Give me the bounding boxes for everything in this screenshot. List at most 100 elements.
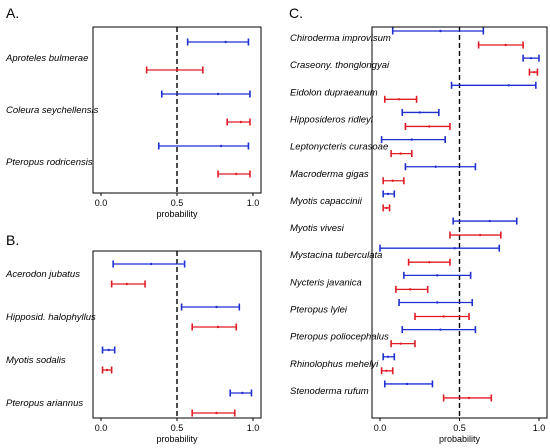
red-interval	[380, 367, 394, 375]
species-label: Pteropus poliocephalus	[290, 332, 389, 343]
species-label: Eidolon dupraeanum	[290, 87, 378, 98]
red-interval	[101, 366, 113, 374]
blue-interval	[452, 217, 518, 225]
blue-point-estimate	[439, 29, 442, 33]
red-point-estimate	[428, 125, 431, 128]
red-interval	[217, 170, 251, 178]
species-label: Mystacina tuberculata	[290, 250, 382, 261]
red-point-estimate	[385, 206, 388, 210]
blue-interval	[382, 353, 396, 361]
red-point-estimate	[216, 325, 220, 329]
x-tick-label: 0.0	[95, 423, 108, 433]
blue-interval	[404, 163, 477, 171]
red-interval	[442, 394, 493, 402]
blue-point-estimate	[241, 391, 244, 395]
blue-point-estimate	[216, 92, 220, 96]
species-label: Myotis sodalis	[6, 355, 66, 366]
red-interval	[395, 285, 429, 293]
species-label: Myotis vivesi	[290, 223, 345, 234]
x-axis-label: probability	[156, 209, 198, 219]
red-point-estimate	[467, 396, 471, 400]
blue-point-estimate	[529, 56, 533, 60]
blue-interval	[450, 81, 537, 89]
panel-label-b: B.	[6, 232, 19, 248]
red-point-estimate	[105, 368, 109, 372]
red-interval	[407, 258, 451, 266]
species-label: Nycteris javanica	[290, 277, 362, 288]
species-label: Pteropus rodricensis	[6, 157, 93, 168]
blue-point-estimate	[436, 301, 439, 304]
red-interval	[390, 150, 413, 158]
red-interval	[528, 68, 539, 76]
blue-point-estimate	[405, 382, 409, 386]
red-interval	[110, 280, 146, 288]
red-interval	[382, 177, 405, 185]
red-interval	[390, 340, 416, 348]
blue-point-estimate	[410, 138, 413, 141]
blue-interval	[157, 142, 250, 150]
blue-interval	[229, 389, 253, 397]
panel-a: 0.0 0.5 1.0 probability Aproteles bulmerae Co…	[5, 26, 262, 219]
blue-interval	[101, 346, 116, 354]
blue-point-estimate	[436, 274, 439, 277]
species-label: Hipposideros ridleyi	[290, 114, 374, 125]
species-label: Hipposid. halophyllus	[6, 312, 96, 323]
red-point-estimate	[391, 179, 394, 182]
blue-interval	[379, 244, 501, 252]
blue-interval	[401, 108, 440, 116]
x-tick-label: 1.0	[247, 198, 260, 208]
red-interval	[145, 66, 204, 74]
blue-interval	[403, 271, 472, 279]
red-interval	[226, 118, 251, 126]
blue-point-estimate	[219, 144, 223, 148]
red-interval	[382, 204, 391, 212]
panel-label-c: C.	[289, 5, 303, 21]
red-point-estimate	[504, 43, 507, 47]
red-point-estimate	[533, 70, 536, 74]
species-label: Stenoderma rufum	[290, 386, 369, 397]
x-axis-label: probability	[156, 434, 198, 444]
panel-b: 0.0 0.5 1.0 probability Acerodon jubatus Hipp…	[5, 250, 262, 444]
blue-point-estimate	[149, 262, 153, 266]
blue-interval	[398, 299, 474, 306]
red-interval	[404, 122, 451, 130]
blue-interval	[380, 136, 446, 144]
red-point-estimate	[235, 172, 238, 176]
blue-point-estimate	[215, 305, 218, 309]
blue-point-estimate	[107, 348, 110, 352]
red-point-estimate	[428, 261, 431, 264]
red-point-estimate	[397, 98, 401, 101]
species-label: Craseony. thonglongyai	[290, 60, 390, 71]
red-point-estimate	[399, 342, 402, 345]
species-label: Rhinolophus mehelyi	[290, 359, 379, 370]
x-tick-label: 0.0	[374, 423, 387, 433]
blue-point-estimate	[386, 192, 390, 196]
red-point-estimate	[399, 152, 402, 155]
x-tick-label: 1.0	[533, 423, 546, 433]
red-point-estimate	[175, 68, 179, 72]
species-label: Aproteles bulmerae	[5, 53, 88, 64]
blue-point-estimate	[453, 247, 456, 250]
blue-interval	[180, 303, 241, 311]
blue-point-estimate	[488, 219, 491, 223]
blue-interval	[112, 260, 186, 268]
blue-interval	[401, 326, 477, 334]
red-point-estimate	[215, 411, 218, 415]
blue-point-estimate	[439, 328, 442, 331]
species-label: Myotis capaccinii	[290, 196, 363, 207]
blue-point-estimate	[507, 84, 510, 87]
panel-label-a: A.	[6, 5, 19, 21]
blue-point-estimate	[386, 355, 390, 358]
blue-point-estimate	[224, 40, 227, 44]
blue-interval	[391, 27, 485, 35]
species-label: Coleura seychellensis	[6, 105, 99, 116]
red-interval	[191, 323, 238, 331]
x-tick-label: 0.5	[171, 198, 184, 208]
species-label: Pteropus lylei	[290, 305, 348, 316]
x-tick-label: 0.0	[95, 198, 108, 208]
species-label: Chiroderma improvisum	[290, 33, 391, 44]
red-point-estimate	[442, 315, 445, 318]
x-axis-label: probability	[439, 434, 481, 444]
x-tick-label: 1.0	[247, 423, 260, 433]
